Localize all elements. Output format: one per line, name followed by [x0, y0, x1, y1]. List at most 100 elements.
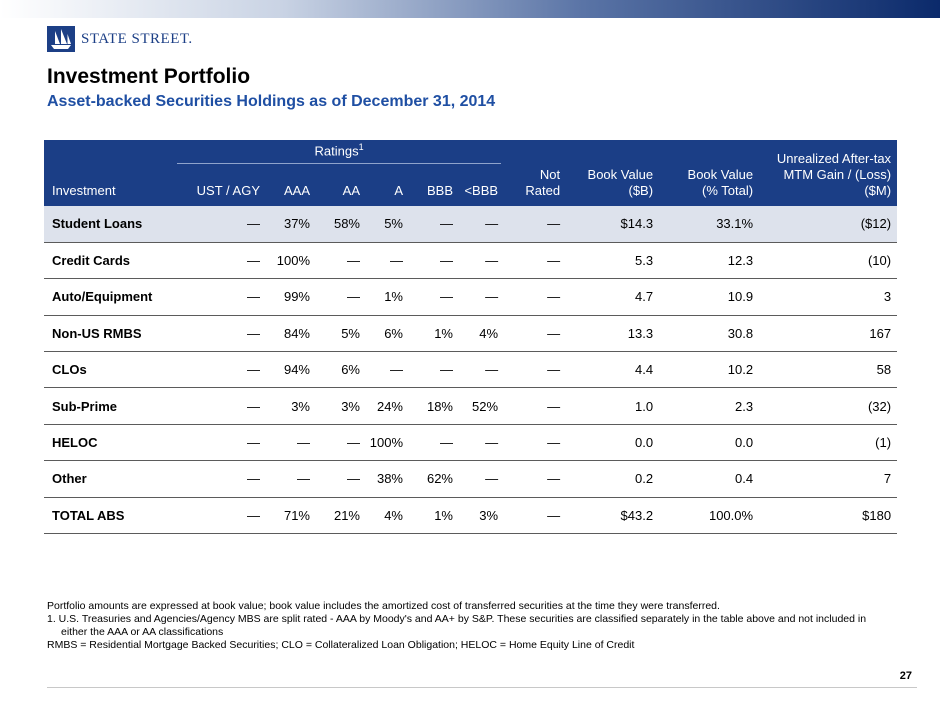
table-row: Other — — —38% 62% — —0.2 0.4 7	[44, 460, 898, 498]
col-book-value-pct: Book Value (% Total)	[659, 166, 760, 206]
ratings-group-header: Ratings1	[174, 140, 505, 166]
table-cell: $14.3	[566, 206, 660, 243]
table-cell: (1)	[759, 424, 898, 462]
table-cell: ($12)	[759, 206, 898, 243]
table-cell: —	[459, 424, 505, 462]
table-cell: —	[366, 351, 409, 389]
table-cell: 0.0	[566, 424, 660, 462]
table-cell: 3%	[266, 387, 316, 425]
row-label: Non-US RMBS	[44, 315, 174, 353]
table-cell: 38%	[366, 460, 409, 498]
table-cell: 3%	[316, 387, 366, 425]
table-cell: —	[504, 206, 567, 243]
table-cell: 21%	[316, 497, 366, 535]
row-label: Student Loans	[44, 206, 174, 243]
table-cell: —	[504, 242, 567, 280]
ship-logo-icon	[47, 26, 75, 52]
table-cell: —	[504, 315, 567, 353]
table-cell: 52%	[459, 387, 505, 425]
table-row: TOTAL ABS —71% 21% 4% 1% 3% — $43.2 100.0% $180	[44, 497, 898, 535]
table-cell: 4%	[459, 315, 505, 353]
table-cell: $43.2	[566, 497, 660, 535]
table-cell: —	[504, 424, 567, 462]
table-cell: —	[316, 424, 366, 462]
table-cell: —	[459, 351, 505, 389]
table-cell: 0.4	[659, 460, 760, 498]
footnote-abbreviations: RMBS = Residential Mortgage Backed Secur…	[47, 639, 635, 651]
col-unrealized: MTM Gain / (Loss) ($M)	[759, 166, 898, 206]
table-cell: 58	[759, 351, 898, 389]
table-row: Auto/Equipment —99% —1% — — —4.7 10.9 3	[44, 278, 898, 316]
footnote-book-value: Portfolio amounts are expressed at book …	[47, 600, 720, 612]
table-cell: 6%	[316, 351, 366, 389]
table-cell: —	[316, 278, 366, 316]
row-label: CLOs	[44, 351, 174, 389]
col-investment: Investment	[44, 166, 174, 206]
table-cell: 3	[759, 278, 898, 316]
table-row: Credit Cards —100% — — — — —5.3 12.3 (10)	[44, 242, 898, 280]
table-row: Sub-Prime —3% 3% 24% 18% 52% —1.0 2.3 (32)	[44, 387, 898, 425]
table-cell: —	[174, 460, 266, 498]
table-cell: (32)	[759, 387, 898, 425]
table-cell: 2.3	[659, 387, 760, 425]
table-cell: —	[409, 278, 459, 316]
table-cell: —	[409, 242, 459, 280]
page-subtitle: Asset-backed Securities Holdings as of D…	[47, 93, 496, 110]
col-ust-agy: UST / AGY	[174, 166, 266, 206]
table-cell: —	[316, 242, 366, 280]
table-cell: 4.4	[566, 351, 660, 389]
table-row: HELOC — — —100% — — —0.0 0.0 (1)	[44, 424, 898, 462]
table-cell: 13.3	[566, 315, 660, 353]
footnote-1-continued: either the AAA or AA classifications	[61, 626, 224, 638]
table-cell: 10.9	[659, 278, 760, 316]
col-bbb: BBB	[409, 166, 459, 206]
table-cell: —	[409, 351, 459, 389]
row-label: Auto/Equipment	[44, 278, 174, 316]
row-label: HELOC	[44, 424, 174, 462]
abs-holdings-table: Ratings1 Unrealized After-tax Investment…	[44, 140, 898, 535]
table-cell: 99%	[266, 278, 316, 316]
table-cell: 37%	[266, 206, 316, 243]
table-cell: —	[459, 278, 505, 316]
table-cell: 100.0%	[659, 497, 760, 535]
table-cell: 100%	[366, 424, 409, 462]
table-cell: 5%	[316, 315, 366, 353]
table-cell: —	[504, 351, 567, 389]
logo-text: STATE STREET.	[81, 30, 193, 47]
table-cell: 1%	[409, 315, 459, 353]
table-cell: 18%	[409, 387, 459, 425]
col-aa: AA	[316, 166, 366, 206]
table-cell: 30.8	[659, 315, 760, 353]
table-cell: 71%	[266, 497, 316, 535]
table-cell: —	[174, 497, 266, 535]
table-cell: 94%	[266, 351, 316, 389]
row-label: Sub-Prime	[44, 387, 174, 425]
table-cell: 4.7	[566, 278, 660, 316]
table-row: CLOs —94% 6% — — — —4.4 10.2 58	[44, 351, 898, 389]
table-cell: —	[459, 460, 505, 498]
table-cell: —	[174, 315, 266, 353]
table-cell: 33.1%	[659, 206, 760, 243]
table-cell: 6%	[366, 315, 409, 353]
table-cell: (10)	[759, 242, 898, 280]
footnotes: Portfolio amounts are expressed at book …	[47, 600, 897, 652]
row-label: Other	[44, 460, 174, 498]
table-cell: 3%	[459, 497, 505, 535]
table-cell: —	[409, 424, 459, 462]
table-cell: —	[174, 387, 266, 425]
col-a: A	[366, 166, 409, 206]
table-cell: $180	[759, 497, 898, 535]
table-cell: 100%	[266, 242, 316, 280]
table-cell: —	[174, 206, 266, 243]
table-cell: —	[409, 206, 459, 243]
table-cell: —	[174, 424, 266, 462]
top-gradient-band	[0, 0, 940, 18]
page-title: Investment Portfolio	[47, 65, 251, 88]
table-cell: —	[366, 242, 409, 280]
table-cell: 58%	[316, 206, 366, 243]
col-unrealized-line1: Unrealized After-tax	[759, 140, 898, 166]
table-cell: 12.3	[659, 242, 760, 280]
table-cell: —	[504, 278, 567, 316]
table-cell: —	[266, 424, 316, 462]
table-cell: —	[459, 242, 505, 280]
